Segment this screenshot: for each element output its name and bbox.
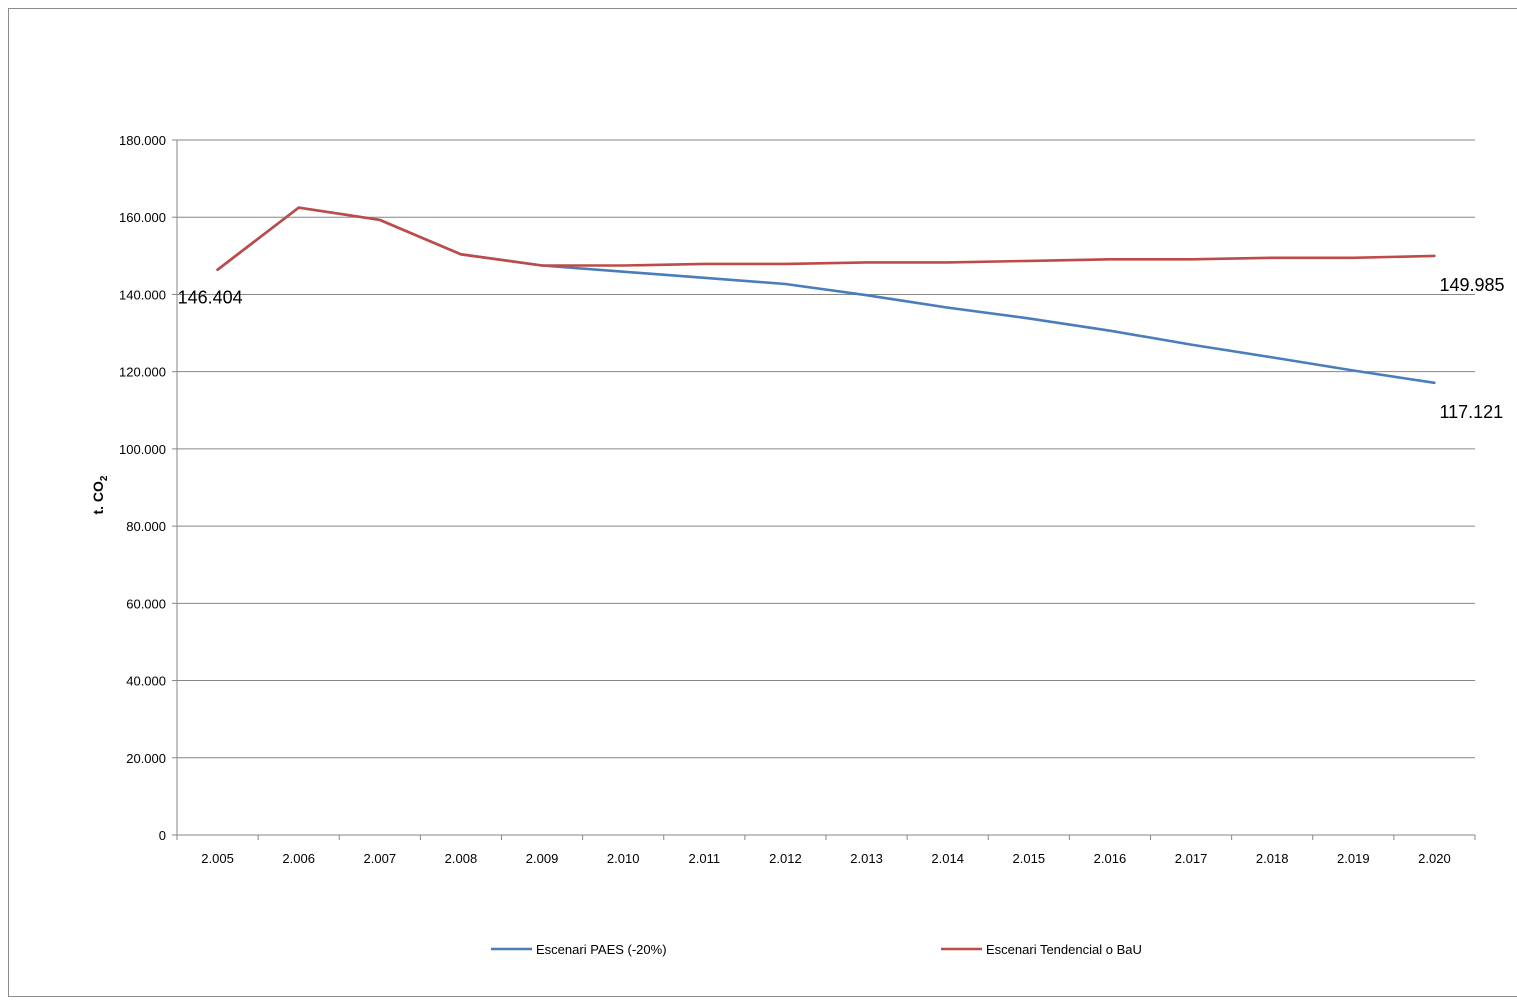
- y-tick-label: 140.000: [119, 287, 166, 302]
- y-tick-label: 80.000: [126, 519, 166, 534]
- y-tick-label: 0: [159, 828, 166, 843]
- series-line: [216, 206, 1436, 385]
- series-line: [216, 206, 1436, 272]
- x-tick-label: 2.005: [201, 851, 234, 866]
- y-tick-label: 100.000: [119, 442, 166, 457]
- y-tick-label: 180.000: [119, 133, 166, 148]
- y-tick-label: 120.000: [119, 365, 166, 380]
- series-lines: [216, 206, 1436, 385]
- x-tick-label: 2.013: [850, 851, 883, 866]
- data-labels: 146.404 149.985 117.121: [178, 275, 1505, 422]
- x-tick-label: 2.017: [1175, 851, 1208, 866]
- legend-label: Escenari Tendencial o BaU: [986, 942, 1142, 957]
- y-tick-label: 40.000: [126, 674, 166, 689]
- x-tick-label: 2.014: [931, 851, 964, 866]
- y-tick-labels: 0 20.000 40.000 60.000 80.000 100.000 120.000 1…: [119, 133, 166, 843]
- x-tick-label: 2.006: [282, 851, 315, 866]
- x-tick-label: 2.020: [1418, 851, 1451, 866]
- x-tick-label: 2.015: [1013, 851, 1046, 866]
- grid-lines: [172, 139, 1476, 840]
- x-tick-label: 2.007: [364, 851, 397, 866]
- legend-label: Escenari PAES (-20%): [536, 942, 667, 957]
- x-tick-label: 2.016: [1094, 851, 1127, 866]
- x-tick-labels: 2.005 2.006 2.007 2.008 2.009 2.010 2.011 2.012…: [201, 851, 1450, 866]
- y-tick-label: 160.000: [119, 210, 166, 225]
- x-tick-label: 2.010: [607, 851, 640, 866]
- x-tick-label: 2.009: [526, 851, 559, 866]
- axes: [176, 140, 1475, 836]
- y-tick-label: 60.000: [126, 596, 166, 611]
- data-label: 146.404: [178, 288, 243, 308]
- x-tick-label: 2.011: [689, 851, 721, 866]
- y-axis-title: t. CO2: [90, 475, 110, 514]
- legend: Escenari PAES (-20%) Escenari Tendencial …: [491, 942, 1142, 957]
- x-tick-label: 2.018: [1256, 851, 1289, 866]
- x-tick-label: 2.019: [1337, 851, 1370, 866]
- y-tick-label: 20.000: [126, 751, 166, 766]
- data-label: 117.121: [1439, 402, 1503, 422]
- y-axis-title-main: t. CO: [90, 481, 106, 515]
- x-tick-label: 2.012: [769, 851, 802, 866]
- data-label: 149.985: [1439, 275, 1504, 295]
- chart-frame: [8, 8, 1517, 997]
- y-axis-title-subscript: 2: [99, 475, 110, 481]
- x-tick-label: 2.008: [445, 851, 478, 866]
